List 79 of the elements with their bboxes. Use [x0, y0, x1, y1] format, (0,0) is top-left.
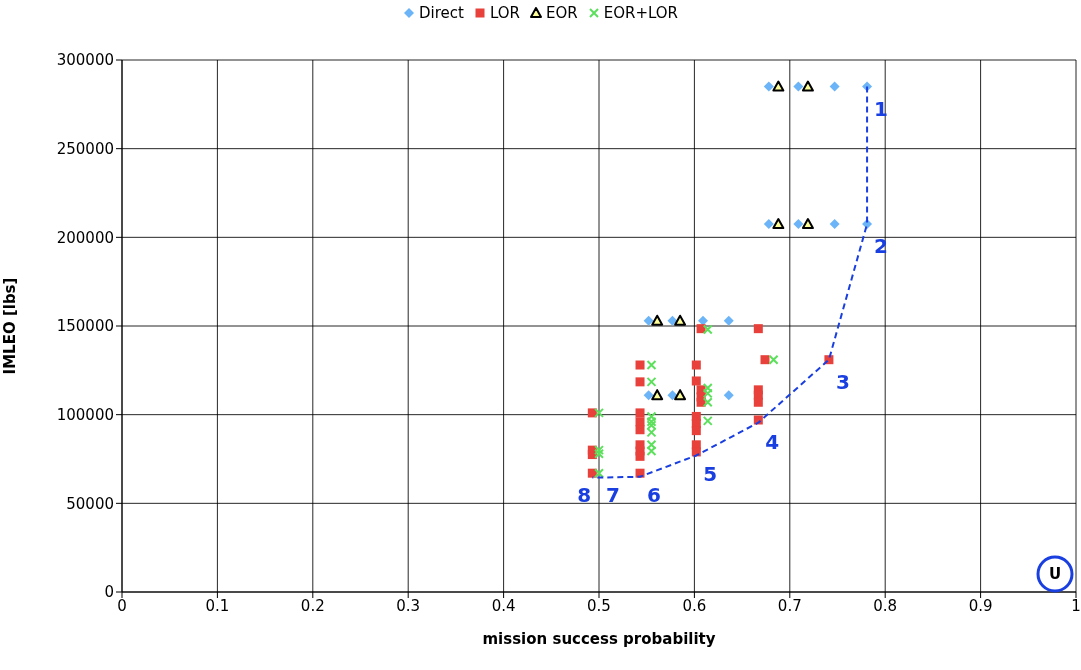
point: [793, 219, 804, 230]
point: [702, 324, 713, 335]
x-tick-label: 0.2: [300, 596, 325, 615]
legend-label: Direct: [418, 4, 464, 22]
point: [723, 390, 734, 401]
annotation: 3: [835, 369, 850, 394]
point: [594, 407, 604, 418]
point: [646, 411, 657, 422]
point: [646, 446, 657, 457]
x-tick-label: 0: [117, 596, 127, 615]
annotation: 7: [606, 483, 620, 508]
point: [635, 451, 645, 461]
y-tick-label: 250000: [56, 139, 114, 158]
point: [646, 376, 657, 387]
point: [651, 314, 664, 326]
point: [768, 354, 779, 365]
point: [753, 397, 763, 407]
y-tick-label: 150000: [56, 317, 114, 336]
legend-label: EOR+LOR: [602, 4, 679, 22]
x-tick-label: 1: [1071, 596, 1081, 615]
x-tick-label: 0.5: [587, 596, 611, 615]
point: [702, 415, 713, 426]
legend-label: LOR: [488, 4, 520, 22]
x-tick-label: 0.3: [396, 596, 421, 615]
x-tick-label: 0.6: [682, 596, 707, 615]
point: [691, 360, 701, 370]
point: [829, 219, 840, 230]
point: [753, 324, 763, 334]
point: [691, 426, 701, 436]
x-tick-label: 0.7: [777, 596, 802, 615]
point: [760, 355, 770, 365]
point: [772, 80, 785, 92]
annotation: 8: [577, 483, 592, 508]
point: [635, 425, 645, 435]
point: [667, 315, 678, 326]
point: [646, 420, 657, 431]
x-tick-label: 0.8: [873, 596, 898, 615]
point: [651, 389, 664, 401]
point: [702, 388, 713, 399]
point: [635, 360, 645, 370]
point: [674, 314, 687, 326]
x-axis-title: mission success probability: [482, 630, 716, 648]
annotation: 4: [765, 429, 780, 454]
point: [702, 383, 713, 394]
y-tick-label: 50000: [66, 494, 114, 513]
point: [646, 439, 657, 450]
point: [635, 377, 645, 387]
y-axis-title: IMLEO [lbs]: [1, 277, 20, 375]
annotation: 5: [703, 461, 718, 486]
point: [723, 315, 734, 326]
point: [643, 315, 654, 326]
x-tick-label: 0.1: [205, 596, 230, 615]
point: [635, 408, 645, 418]
point: [793, 81, 804, 92]
point: [667, 390, 678, 401]
point: [763, 81, 774, 92]
y-tick-label: 200000: [56, 228, 114, 247]
point: [772, 218, 785, 230]
y-tick-label: 100000: [56, 405, 114, 424]
point: [594, 468, 604, 479]
y-tick-label: 0: [104, 583, 114, 602]
annotation: U: [1048, 565, 1062, 584]
point: [646, 427, 657, 438]
point: [801, 218, 814, 230]
annotation: 6: [647, 483, 661, 508]
point: [801, 80, 814, 92]
x-tick-label: 0.4: [491, 596, 516, 615]
point: [646, 416, 657, 427]
point: [702, 397, 713, 408]
y-tick-label: 300000: [56, 51, 114, 70]
point: [697, 315, 708, 326]
point: [674, 389, 687, 401]
point: [763, 219, 774, 230]
point: [691, 376, 701, 386]
point: [646, 360, 657, 371]
x-tick-label: 0.9: [968, 596, 993, 615]
legend-label: EOR: [544, 4, 578, 22]
point: [829, 81, 840, 92]
point: [643, 390, 654, 401]
